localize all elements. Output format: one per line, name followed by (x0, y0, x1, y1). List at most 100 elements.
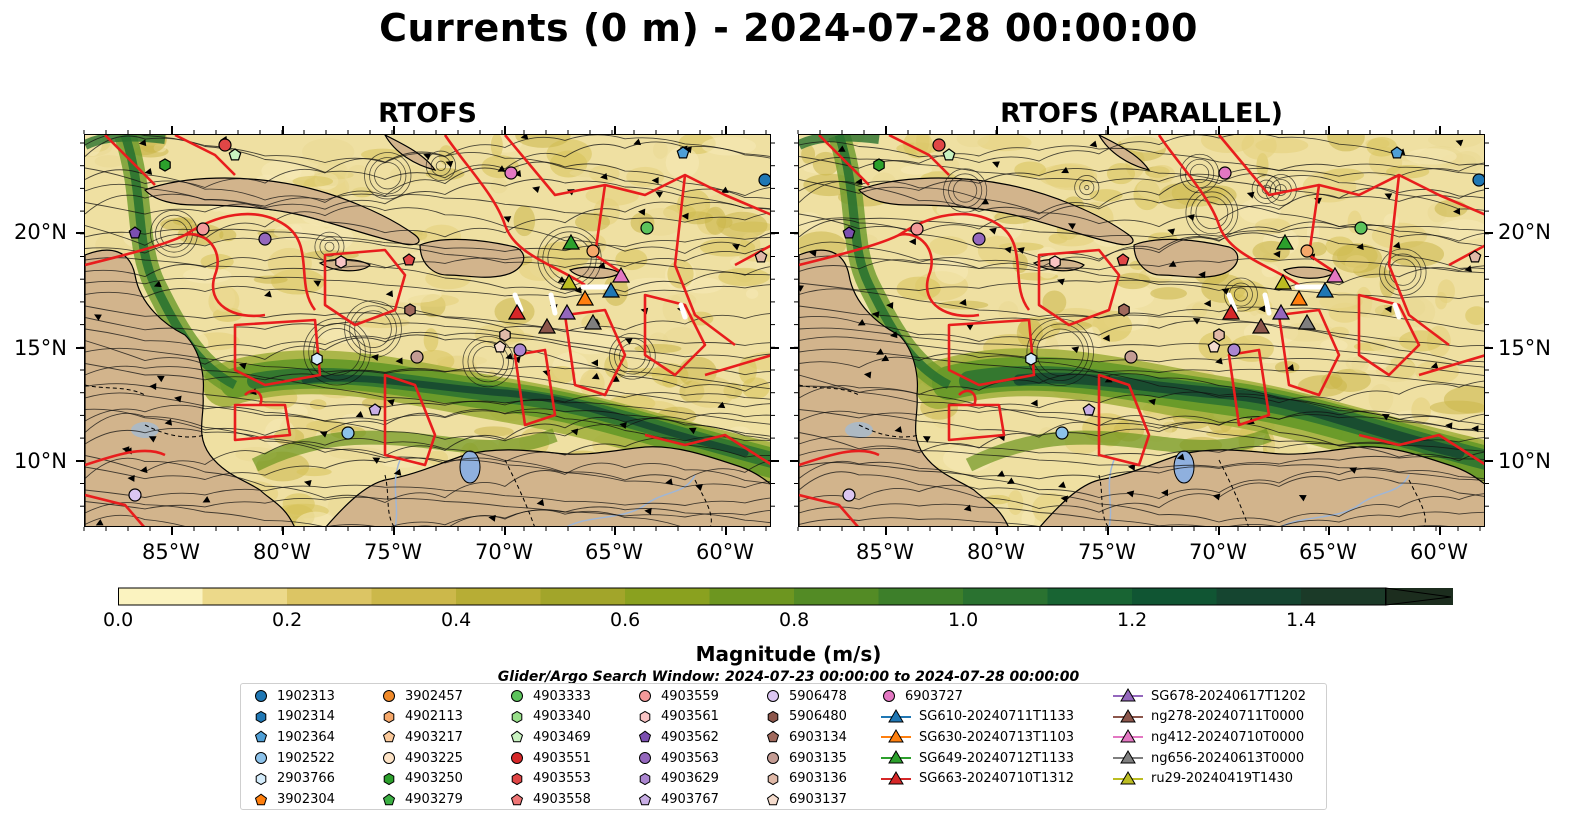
streamline-arrow (1167, 228, 1175, 236)
legend-item: SG663-20240710T1312 (881, 769, 1074, 789)
float-marker (910, 222, 924, 236)
streamline-arrow (681, 212, 689, 220)
legend-label: SG663-20240710T1312 (919, 771, 1075, 787)
circle-marker-icon (383, 752, 395, 765)
streamline-arrow (989, 227, 997, 235)
streamline-arrow (164, 418, 173, 426)
legend-item: ng278-20240711T0000 (1113, 707, 1304, 727)
float-marker (513, 343, 527, 357)
landmass (1133, 238, 1239, 278)
legend-label: 4903333 (533, 688, 591, 704)
streamline (85, 305, 770, 346)
legend-item: 4903279 (381, 790, 463, 810)
streamline-arrow (153, 280, 162, 288)
streamline-arrow (894, 426, 903, 433)
streamline-arrow (695, 484, 703, 491)
legend-label: 4902113 (405, 709, 463, 725)
streamline-arrow (732, 243, 740, 251)
streamline (799, 415, 1484, 462)
glider-marker (1273, 273, 1293, 290)
eddy-contour (504, 135, 770, 216)
streamline-arrow (1203, 300, 1211, 307)
legend-label: 4903340 (533, 709, 591, 725)
panel-title-rtofs-parallel: RTOFS (PARALLEL) (1000, 98, 1283, 129)
eddy-contour (1357, 293, 1421, 377)
legend-label: SG649-20240712T1133 (919, 750, 1075, 766)
streamline (85, 484, 770, 506)
legend-label: 4903629 (661, 771, 719, 787)
lon-label-60w-left: 60°W (696, 540, 754, 564)
circle-marker-icon (255, 752, 267, 765)
streamline-arrow (144, 167, 153, 175)
streamline-arrow (1060, 495, 1068, 503)
streamline-arrow (385, 290, 394, 298)
colorbar-segment (118, 588, 203, 605)
eddy-contour (233, 403, 292, 442)
streamline-arrow (600, 172, 608, 180)
legend-item: 4903225 (381, 748, 463, 768)
eddy-contour (1358, 244, 1484, 466)
legend-item: 4903563 (637, 748, 719, 768)
eddy-contour (184, 212, 317, 311)
streamline-arrow (445, 160, 454, 168)
streamline (799, 484, 1484, 524)
streamline (799, 348, 1484, 388)
streamline (799, 471, 1484, 513)
circle-marker-icon (511, 752, 523, 765)
lon-label-75w-left: 75°W (364, 540, 422, 564)
streamline (799, 448, 1484, 469)
legend-item: 4903561 (637, 707, 719, 727)
pentagon-marker-icon (254, 793, 268, 805)
glider-marker (1275, 233, 1295, 250)
legend-label: ru29-20240419T1430 (1151, 771, 1294, 787)
streamline-arrow (1471, 425, 1479, 433)
float-marker (1472, 173, 1484, 187)
legend-item: 4903333 (509, 686, 591, 706)
map-panel-rtofs-parallel (798, 134, 1485, 527)
streamline-arrow (963, 504, 972, 512)
streamline-arrow (655, 191, 664, 198)
triangle-marker-icon (881, 729, 911, 743)
legend-label: 5906478 (789, 688, 847, 704)
float-marker (196, 222, 210, 236)
streamline-arrow (1102, 334, 1110, 342)
streamline-arrow (1286, 364, 1295, 371)
triangle-marker-icon (881, 708, 911, 723)
lon-label-65w-left: 65°W (585, 540, 643, 564)
legend-item: 4903553 (509, 769, 591, 789)
pentagon-marker-icon (510, 793, 524, 805)
streamline-arrow (148, 436, 157, 443)
streamline-arrow (94, 314, 102, 321)
eddy-contour (644, 244, 770, 466)
legend-label: 3902304 (277, 792, 335, 807)
streamline (85, 428, 770, 464)
streamline (85, 383, 770, 425)
colorbar-segment (456, 588, 541, 605)
cbar-tick-7: 1.4 (1286, 609, 1317, 631)
streamline (85, 404, 770, 442)
search-window-text: Glider/Argo Search Window: 2024-07-23 00… (497, 669, 1080, 685)
colorbar-segment (709, 588, 795, 605)
legend-item: 4903558 (509, 790, 591, 810)
map-panel-rtofs (84, 134, 771, 527)
legend-label: 6903727 (905, 688, 963, 704)
float-marker (1124, 350, 1138, 364)
streamline (85, 334, 770, 392)
legend-label: 5906480 (789, 709, 847, 725)
circle-marker-icon (767, 690, 779, 702)
circle-marker-icon (255, 690, 267, 702)
legend-item: 1902314 (253, 707, 335, 727)
legend-label: 4903469 (533, 729, 591, 745)
streamline-arrow (597, 262, 606, 269)
float-marker (1025, 352, 1037, 366)
streamline-arrow (688, 427, 697, 435)
streamline-arrow (313, 280, 322, 287)
streamline (799, 305, 1484, 348)
legend-item: 4903551 (509, 748, 591, 768)
legend-item: 6903136 (765, 769, 847, 789)
streamline (799, 517, 1449, 526)
triangle-marker-icon (1113, 750, 1143, 764)
streamline (85, 328, 770, 376)
cbar-tick-3: 0.6 (610, 609, 641, 631)
map-canvas (799, 135, 1484, 526)
